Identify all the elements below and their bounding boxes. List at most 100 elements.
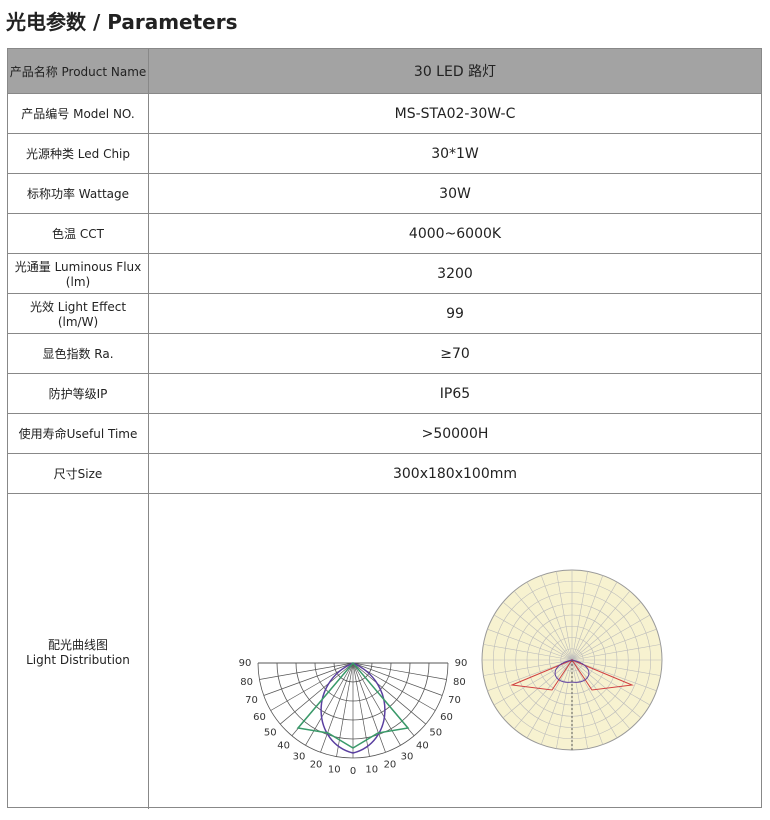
angle-label: 90 (239, 658, 252, 669)
grid-ray (571, 628, 657, 661)
grid-ray (483, 659, 573, 676)
grid-ray (280, 662, 354, 725)
param-name: 防护等级IP (8, 374, 149, 413)
param-name: 标称功率 Wattage (8, 174, 149, 213)
grid-ray (320, 662, 354, 753)
param-value: 30 LED 路灯 (413, 64, 497, 80)
grid-ray (487, 659, 573, 692)
grid-ray (487, 628, 573, 661)
grid-ray (571, 590, 631, 661)
grid-ray (556, 571, 573, 661)
grid-ray (352, 662, 370, 757)
param-value: 4000~6000K (408, 225, 502, 242)
param-value: MS-STA02-30W-C (394, 105, 516, 122)
grid-ray (502, 601, 573, 661)
angle-label: 0 (350, 766, 356, 777)
grid-ray (571, 614, 651, 661)
grid-ray (352, 662, 447, 680)
angle-label: 30 (401, 752, 414, 763)
grid-ray (259, 662, 354, 680)
curve-c0 (320, 662, 386, 754)
param-value: ≥70 (440, 345, 470, 362)
param-value: >50000H (421, 425, 489, 442)
grid-ray (483, 644, 573, 661)
grid-ray (352, 662, 401, 746)
param-value: 3200 (437, 265, 473, 282)
grid-ray (526, 581, 573, 661)
grid-ray (571, 659, 651, 706)
param-name: 尺寸Size (8, 454, 149, 493)
table-row: 光效 Light Effect (lm/W) 99 (8, 294, 761, 334)
angle-label: 40 (416, 741, 429, 752)
angle-label: 80 (240, 677, 253, 688)
param-value: 30W (439, 185, 471, 202)
angle-label: 20 (310, 759, 323, 770)
grid-ray (502, 659, 573, 719)
angle-label: 70 (448, 695, 461, 706)
distribution-label: 配光曲线图 Light Distribution (8, 494, 149, 809)
param-name: 光效 Light Effect (lm/W) (8, 294, 149, 333)
table-row: 色温 CCT 4000~6000K (8, 214, 761, 254)
table-row: 尺寸Size 300x180x100mm (8, 454, 761, 494)
page-title: 光电参数 / Parameters (6, 10, 238, 34)
param-name: 色温 CCT (8, 214, 149, 253)
param-name: 产品编号 Model NO. (8, 94, 149, 133)
angle-label: 30 (293, 752, 306, 763)
grid-ray (526, 659, 573, 739)
grid-ray (571, 659, 588, 749)
param-name: 产品名称 Product Name (8, 49, 149, 93)
param-value: IP65 (439, 385, 471, 402)
table-row: 光通量 Luminous Flux (lm) 3200 (8, 254, 761, 294)
grid-ray (571, 659, 631, 730)
grid-ray (571, 581, 618, 661)
curve-red (510, 658, 634, 691)
table-row: 标称功率 Wattage 30W (8, 174, 761, 214)
table-row: 产品编号 Model NO. MS-STA02-30W-C (8, 94, 761, 134)
label-line: Light Distribution (26, 653, 130, 667)
param-table: 配光曲线图 Light Distribution 90 80 70 60 50 40 30 2… (7, 48, 762, 809)
grid-ray (336, 662, 354, 757)
grid-ray (493, 614, 573, 661)
curve-c90 (296, 661, 410, 749)
grid-ray (571, 659, 661, 676)
table-row: 使用寿命Useful Time >50000H (8, 414, 761, 454)
grid-ray (352, 662, 443, 696)
grid-ray (352, 662, 426, 725)
angle-label: 10 (365, 764, 378, 775)
grid-ray (571, 644, 661, 661)
angle-label: 60 (440, 712, 453, 723)
param-name: 使用寿命Useful Time (8, 414, 149, 453)
grid-ray (571, 601, 642, 661)
param-value: 99 (446, 305, 464, 322)
angle-label: 20 (384, 759, 397, 770)
grid-ray (571, 659, 618, 739)
grid-ray (513, 590, 573, 661)
angle-label: 60 (253, 712, 266, 723)
label-line: 配光曲线图 (47, 638, 108, 652)
table-row: 显色指数 Ra. ≥70 (8, 334, 761, 374)
grid-ray (571, 659, 604, 745)
distribution-row: 配光曲线图 Light Distribution 90 80 70 60 50 40 30 2… (8, 494, 761, 809)
angle-label: 70 (245, 695, 258, 706)
param-value: 30*1W (431, 145, 479, 162)
angle-label: 80 (453, 677, 466, 688)
grid-ray (571, 659, 657, 692)
table-row: 产品名称 Product Name 30 LED 路灯 (8, 49, 761, 94)
grid-ray (556, 659, 573, 749)
table-row: 防护等级IP IP65 (8, 374, 761, 414)
grid-ray (571, 575, 604, 661)
grid-ray (571, 659, 642, 719)
param-name: 光源种类 Led Chip (8, 134, 149, 173)
angle-label: 50 (264, 727, 277, 738)
grid-ray (263, 662, 354, 696)
grid-ray (305, 662, 354, 746)
param-value: 300x180x100mm (392, 465, 517, 482)
angle-label: 50 (429, 727, 442, 738)
grid-ray (571, 571, 588, 661)
grid-ray (540, 575, 573, 661)
grid-ray (513, 659, 573, 730)
grid-ray (352, 662, 386, 753)
